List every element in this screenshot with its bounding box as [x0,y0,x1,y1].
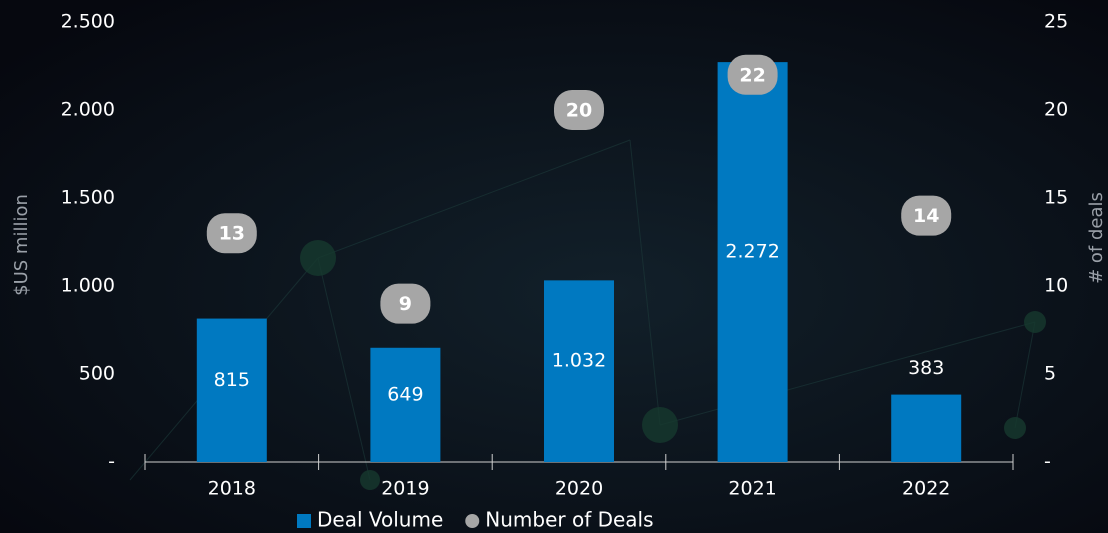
y-axis-title: $US million [11,194,32,296]
marker [206,213,257,254]
marker [380,283,431,324]
y-tick-label: 2.000 [61,99,115,121]
x-tick-label: 2021 [728,478,776,500]
y2-axis-title: # of deals [1086,192,1107,284]
y2-tick-label: 15 [1044,187,1068,209]
x-tick-label: 2019 [381,478,429,500]
marker [901,195,952,236]
y2-tick-label: 10 [1044,275,1068,297]
x-tick-label: 2018 [208,478,256,500]
y-tick-label: 500 [79,363,115,385]
data-label: 383 [908,357,944,379]
bar [196,318,267,462]
y-tick-label: 2.500 [61,11,115,33]
data-label: 649 [387,383,423,405]
y2-tick-label: - [1044,451,1051,473]
bar [370,347,441,462]
data-label: 1.032 [552,350,606,372]
bar [544,280,614,462]
data-label: 2.272 [725,241,779,263]
x-tick-label: 2022 [902,478,950,500]
decoration-nodes [300,240,1046,490]
y-tick-label: 1.500 [61,187,115,209]
marker-label: 22 [739,64,765,86]
legend-label: Number of Deals [485,508,653,532]
marker-label: 13 [219,223,245,245]
legend-swatch [465,514,480,528]
marker-label: 9 [399,293,412,315]
y2-tick-label: 25 [1044,11,1068,33]
x-tick-label: 2020 [555,478,603,500]
y-tick-label: - [108,451,115,473]
marker-label: 20 [566,100,592,122]
marker [727,54,778,95]
legend-label: Deal Volume [317,508,443,532]
y-tick-label: 1.000 [61,275,115,297]
y2-tick-label: 5 [1044,363,1056,385]
marker-label: 14 [913,205,939,227]
legend-swatch [297,514,311,528]
y2-tick-label: 20 [1044,99,1068,121]
data-label: 815 [214,369,250,391]
bar [717,62,788,463]
marker [554,90,604,130]
bar [891,394,962,462]
